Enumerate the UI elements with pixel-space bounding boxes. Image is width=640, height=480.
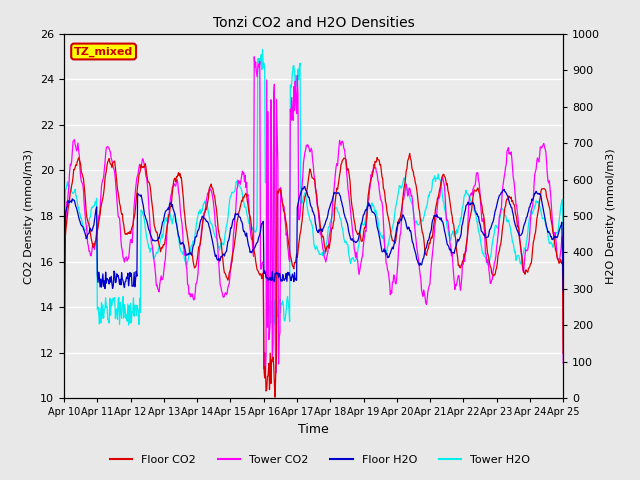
Floor CO2 [198,232,205,238]
Y-axis label: CO2 Density (mmol/m3): CO2 Density (mmol/m3) [24,148,35,284]
Tower H2O [120,302,128,308]
Title: Tonzi CO2 and H2O Densities: Tonzi CO2 and H2O Densities [212,16,415,30]
Floor H2O [300,183,308,189]
Floor H2O [120,285,128,290]
Tower H2O [172,211,179,217]
Tower H2O [60,294,68,300]
Tower CO2 [120,259,128,265]
Text: TZ_mixed: TZ_mixed [74,47,133,57]
Floor H2O [60,286,68,292]
Floor CO2 [172,175,179,181]
Floor CO2 [60,396,68,401]
Tower H2O [270,322,278,328]
Tower CO2 [376,186,383,192]
Tower H2O [259,47,266,52]
Tower CO2 [262,372,269,377]
Tower CO2 [198,228,205,234]
Line: Tower CO2: Tower CO2 [64,57,563,374]
Tower CO2 [60,361,68,367]
Floor H2O [389,246,397,252]
Floor H2O [69,197,77,203]
Floor CO2 [120,227,128,233]
Tower H2O [69,191,77,196]
Floor H2O [172,213,179,218]
Floor CO2 [374,157,381,163]
Floor CO2 [559,350,567,356]
Tower CO2 [559,360,567,366]
Line: Floor CO2: Floor CO2 [64,154,563,398]
Line: Floor H2O: Floor H2O [64,186,563,291]
Floor CO2 [388,238,396,243]
Line: Tower H2O: Tower H2O [64,49,563,325]
Tower CO2 [69,139,77,144]
Tower H2O [198,209,205,215]
Floor CO2 [69,174,77,180]
Tower H2O [376,228,383,234]
Floor H2O [374,229,382,235]
Y-axis label: H2O Density (mmol/m3): H2O Density (mmol/m3) [606,148,616,284]
X-axis label: Time: Time [298,423,329,436]
Tower CO2 [390,272,397,278]
Tower CO2 [250,54,258,60]
Tower H2O [390,219,397,225]
Floor H2O [559,288,567,294]
Floor H2O [198,216,205,222]
Floor CO2 [406,151,413,156]
Legend: Floor CO2, Tower CO2, Floor H2O, Tower H2O: Floor CO2, Tower CO2, Floor H2O, Tower H… [105,451,535,469]
Tower CO2 [172,183,179,189]
Tower H2O [559,245,567,251]
